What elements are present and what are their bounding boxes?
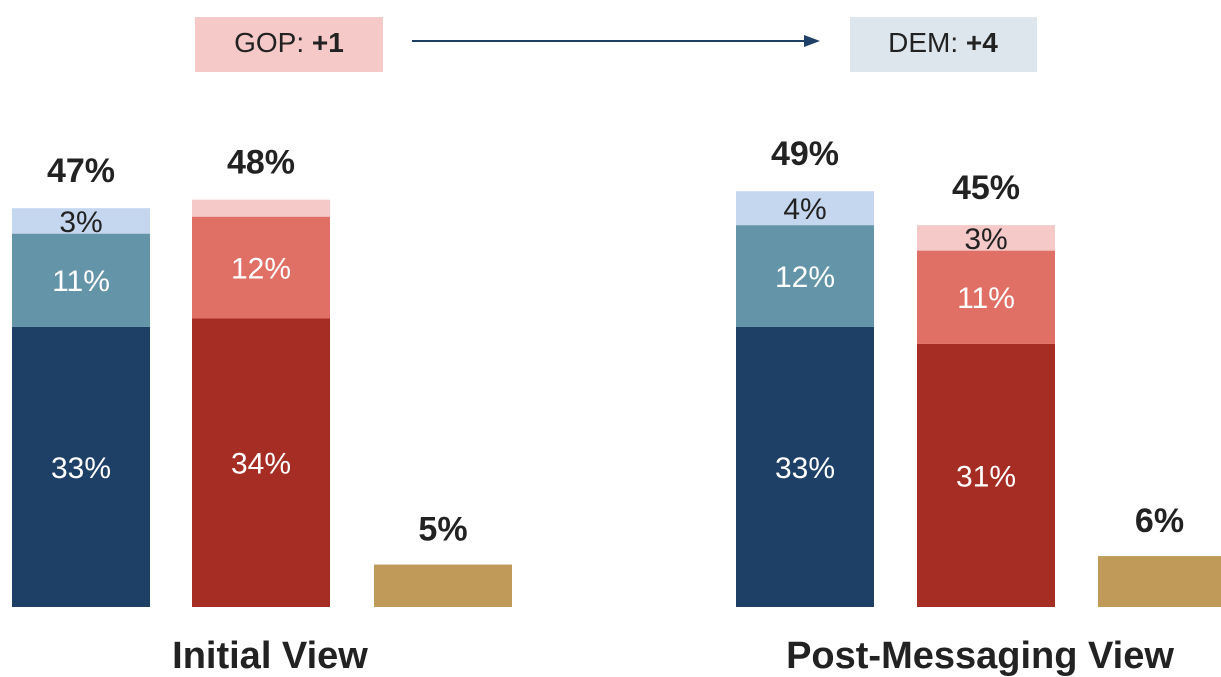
arrow-head	[804, 35, 820, 47]
value-label: 5%	[418, 511, 467, 549]
value-label: 11%	[52, 265, 110, 298]
gop-box	[195, 17, 383, 72]
bar-segment	[917, 225, 1055, 251]
total-label: 45%	[952, 169, 1020, 207]
bar-segment	[12, 208, 150, 234]
bar-segment	[12, 326, 150, 607]
value-label: 12%	[231, 252, 291, 285]
bar-segment	[192, 216, 330, 319]
bar-segment	[917, 343, 1055, 607]
bar-segment	[1098, 556, 1221, 607]
dem-box	[850, 17, 1037, 72]
gop-margin: GOP: +1	[234, 27, 344, 58]
value-label: 33%	[51, 452, 111, 485]
bar-segment	[736, 191, 874, 226]
total-label: 47%	[47, 152, 115, 190]
value-label: 31%	[956, 460, 1016, 493]
value-label: 6%	[1135, 502, 1184, 540]
value-label: 3%	[964, 223, 1007, 256]
bar-segment	[736, 326, 874, 607]
bar-segment	[12, 233, 150, 327]
value-label: 11%	[957, 282, 1015, 315]
value-label: 33%	[775, 452, 835, 485]
bar-segment	[374, 564, 512, 607]
value-label: 12%	[775, 261, 835, 294]
total-label: 49%	[771, 135, 839, 173]
panel-title: Post-Messaging View	[786, 635, 1174, 677]
bar-segment	[192, 318, 330, 607]
bar-segment	[917, 250, 1055, 344]
value-label: 3%	[59, 206, 102, 239]
dem-margin: DEM: +4	[888, 27, 998, 58]
bar-segment	[736, 225, 874, 327]
total-label: 48%	[227, 144, 295, 182]
bar-segment	[192, 199, 330, 217]
value-label: 34%	[231, 448, 291, 481]
value-label: 4%	[783, 193, 826, 226]
panel-title: Initial View	[172, 635, 368, 677]
